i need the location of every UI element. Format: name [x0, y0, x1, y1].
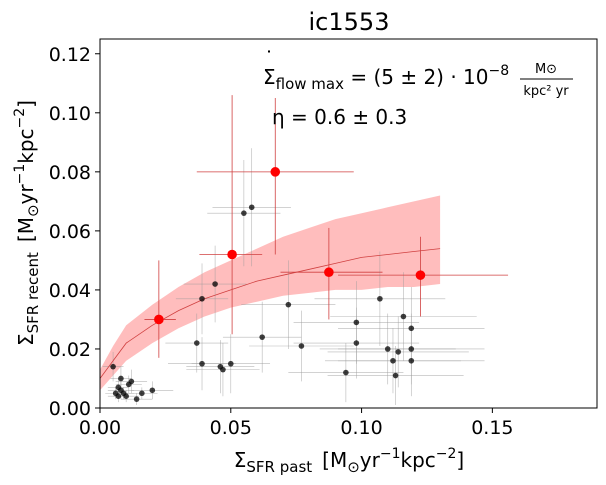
- points-layer: [110, 167, 426, 402]
- region-point-31: [392, 372, 399, 379]
- region-point-16: [248, 204, 255, 211]
- region-point-15: [241, 210, 247, 216]
- region-point-22: [259, 334, 265, 340]
- region-point-25: [343, 369, 349, 376]
- region-point-27: [353, 340, 360, 346]
- bin-point-1: [227, 249, 237, 260]
- fit-line: [99, 248, 441, 379]
- region-point-10: [139, 390, 145, 397]
- y-tick-label-5: 0.10: [49, 103, 91, 125]
- region-point-11: [149, 387, 156, 394]
- region-point-29: [384, 346, 391, 352]
- x-tick-label-1: 0.05: [210, 417, 252, 439]
- y-tick-label-1: 0.02: [49, 339, 91, 361]
- region-point-21: [227, 360, 234, 367]
- y-tick-label-4: 0.08: [49, 162, 91, 184]
- flow-dot: ˙: [264, 47, 274, 71]
- region-point-30: [390, 357, 396, 364]
- region-point-35: [408, 357, 415, 364]
- region-point-26: [353, 319, 360, 326]
- y-axis-label: ΣSFR recent[M⊙yr−1kpc−2]: [12, 100, 42, 346]
- chart-title: ic1553: [309, 8, 390, 36]
- frac-denominator: kpc² yr: [523, 84, 569, 99]
- x-tick-label-0: 0.00: [79, 417, 121, 439]
- region-point-7: [118, 375, 124, 382]
- region-point-9: [110, 363, 116, 370]
- region-point-33: [400, 313, 407, 320]
- y-tick-label-2: 0.04: [49, 280, 91, 302]
- region-point-4: [123, 393, 129, 399]
- region-point-8: [128, 378, 135, 385]
- region-point-14: [212, 281, 218, 287]
- region-point-1: [115, 393, 122, 399]
- region-point-12: [133, 396, 140, 402]
- fit-confidence-band: [100, 195, 441, 391]
- region-point-32: [395, 349, 402, 355]
- frac-numerator: M⊙: [535, 62, 557, 77]
- y-tick-label-0: 0.00: [49, 398, 91, 420]
- region-point-13: [199, 295, 205, 302]
- flow-equation: Σflow max = (5 ± 2) · 10−8: [263, 63, 509, 93]
- x-tick-label-2: 0.10: [340, 417, 382, 439]
- bin-point-3: [324, 267, 334, 278]
- region-point-23: [285, 301, 292, 308]
- bin-point-4: [415, 270, 426, 280]
- bin-point-0: [154, 314, 164, 325]
- region-point-20: [220, 366, 226, 373]
- tick-layer: 0.00 0.05 0.10 0.15 0.00 0.02 0.04 0.06 0.08 0.10…: [49, 44, 514, 439]
- y-tick-label-3: 0.06: [49, 221, 91, 243]
- plot-frame: [99, 38, 598, 409]
- region-point-18: [199, 360, 205, 367]
- fit-band-layer: [100, 195, 441, 391]
- y-tick-label-6: 0.12: [49, 44, 91, 66]
- region-point-24: [298, 343, 305, 349]
- annotation: Σflow max = (5 ± 2) · 10−8 ˙ M⊙ kpc² yr …: [263, 47, 573, 129]
- fit-line-layer: [99, 248, 441, 379]
- region-point-36: [408, 346, 415, 352]
- region-point-28: [377, 295, 383, 302]
- bin-point-2: [270, 167, 281, 177]
- x-axis-label: ΣSFR past [M⊙yr−1kpc−2]: [234, 446, 464, 476]
- eta-value: η = 0.6 ± 0.3: [272, 105, 407, 129]
- region-point-5: [115, 384, 122, 391]
- x-tick-label-3: 0.15: [471, 417, 513, 439]
- region-point-34: [408, 325, 415, 332]
- region-point-17: [193, 340, 200, 346]
